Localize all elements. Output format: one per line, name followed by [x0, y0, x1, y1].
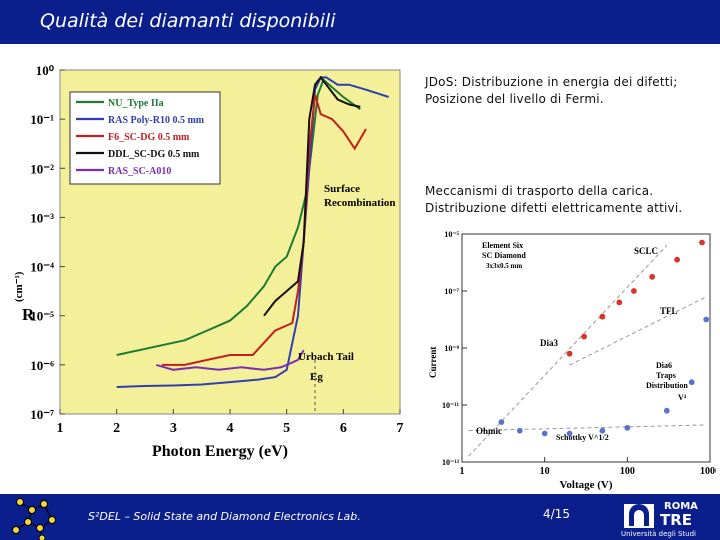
y-tick-label: 10⁻⁵ — [30, 309, 54, 324]
y-tick-label: 10⁻⁹ — [444, 344, 459, 353]
absorption-chart: 1 2 3 4 5 6 7 10⁰ 10⁻¹ 10⁻² 10⁻³ 10⁻⁴ 10⁻⁵ 10⁻⁶ 10⁻⁷ Ph… — [13, 63, 404, 460]
legend-entry: RAS_SC-A010 — [108, 166, 171, 177]
x-axis-label: Voltage (V) — [559, 479, 612, 491]
data-point — [581, 333, 588, 340]
data-point — [663, 407, 670, 414]
annotation-v4: V⁴ — [678, 393, 687, 402]
page-title: Qualità dei diamanti disponibili — [40, 10, 336, 32]
annotation-sc-diamond: SC Diamond — [482, 251, 526, 260]
university-subtitle: Università degli Studi — [621, 530, 697, 538]
annotation-schottky: Schottky V^1/2 — [556, 433, 609, 442]
university-tre: TRE — [660, 511, 693, 529]
data-point — [498, 419, 505, 426]
guide-line-tfl — [569, 296, 707, 366]
data-point — [703, 316, 710, 323]
x-tick-label: 4 — [227, 421, 234, 436]
data-point — [624, 424, 631, 431]
guide-line-ohmic — [468, 424, 707, 432]
legend-entry: NU_Type IIa — [108, 98, 164, 109]
x-tick-label: 100 — [620, 466, 635, 477]
series-line — [162, 94, 367, 366]
data-point — [516, 427, 523, 434]
y-tick-label: 10⁻⁴ — [30, 260, 54, 275]
page-number: 4/15 — [543, 507, 570, 521]
series-line — [116, 76, 390, 388]
y-tick-label: 10⁻⁶ — [30, 358, 54, 373]
x-tick-label: 5 — [283, 421, 290, 436]
caption-jdos: JDoS: Distribuzione in energia dei difet… — [425, 75, 678, 106]
caption-transport: Meccanismi di trasporto della carica. Di… — [425, 184, 683, 215]
legend-entry: RAS Poly-R10 0.5 mm — [108, 115, 205, 126]
legend: NU_Type IIa RAS Poly-R10 0.5 mm F6_SC-DG 0… — [69, 91, 221, 185]
data-point — [649, 273, 656, 280]
guide-line-sclc — [468, 245, 668, 457]
annotation-traps: Traps — [656, 371, 676, 380]
y-tick-label: 10⁻⁵ — [444, 230, 459, 239]
y-tick-label: 10⁻³ — [30, 210, 54, 225]
title-bar — [0, 0, 720, 44]
legend-box — [69, 91, 221, 185]
annotation-eg: Eg — [310, 371, 323, 383]
university-roma: ROMA — [664, 501, 698, 512]
annotation-ohmic: Ohmic — [476, 426, 502, 436]
annotation-dia3: Dia3 — [540, 338, 559, 348]
annotation-dimensions: 3x3x0.5 mm — [486, 262, 522, 270]
y-tick-label: 10⁻¹¹ — [442, 401, 460, 410]
data-point — [566, 350, 573, 357]
legend-entry: DDL_SC-DG 0.5 mm — [108, 149, 200, 160]
x-tick-label: 1 — [460, 466, 465, 477]
data-point — [699, 239, 705, 246]
y-axis-label: R — [22, 305, 35, 324]
data-point — [541, 430, 548, 437]
data-point — [674, 256, 681, 263]
series-line — [263, 75, 361, 317]
data-point — [599, 313, 606, 320]
y-tick-label: 10⁻⁷ — [30, 407, 54, 422]
legend-entry: F6_SC-DG 0.5 mm — [108, 132, 190, 143]
x-tick-label: 6 — [340, 421, 347, 436]
data-point — [599, 427, 606, 434]
annotation-tfl: TFL — [660, 306, 678, 316]
series-line — [116, 78, 361, 356]
x-tick-label: 10 — [540, 466, 550, 477]
iv-chart: 1 10 100 1000 10⁻⁵ 10⁻⁷ 10⁻⁹ 10⁻¹¹ 10⁻¹³ Voltage … — [428, 230, 716, 491]
x-axis-label: Photon Energy (eV) — [152, 443, 288, 460]
lab-logo-icon — [12, 498, 56, 540]
y-tick-label: 10⁻² — [30, 161, 54, 176]
x-tick-label: 7 — [397, 421, 404, 436]
annotation-sclc: SCLC — [634, 246, 658, 256]
annotation-urbach: Urbach Tail — [298, 351, 354, 363]
series-line — [156, 349, 305, 371]
footer-bar — [0, 494, 720, 540]
y-axis-unit: (cm⁻¹) — [13, 271, 25, 302]
data-point — [631, 288, 637, 294]
university-logo-icon — [624, 504, 654, 528]
y-tick-label: 10⁻⁷ — [444, 287, 459, 296]
y-tick-label: 10⁻¹³ — [442, 458, 460, 467]
data-point — [616, 299, 623, 306]
x-tick-label: 1 — [57, 421, 64, 436]
x-tick-label: 3 — [170, 421, 177, 436]
annotation-dia6: Dia6 — [656, 361, 672, 370]
y-axis-label: Current — [428, 347, 438, 378]
annotation-distribution: Distribution — [646, 381, 688, 390]
x-tick-label: 2 — [113, 421, 120, 436]
y-tick-label: 10⁰ — [36, 63, 55, 78]
data-point — [566, 430, 573, 437]
annotation-surface: Surface — [324, 183, 360, 195]
series-group — [498, 316, 710, 437]
x-tick-label: 1000 — [700, 466, 716, 477]
y-tick-label: 10⁻¹ — [30, 112, 54, 127]
series-group — [566, 239, 705, 357]
annotation-recombination: Recombination — [324, 197, 396, 209]
footer-lab-name: S²DEL – Solid State and Diamond Electron… — [88, 510, 361, 523]
data-point — [688, 379, 695, 386]
annotation-element-six: Element Six — [482, 241, 523, 250]
